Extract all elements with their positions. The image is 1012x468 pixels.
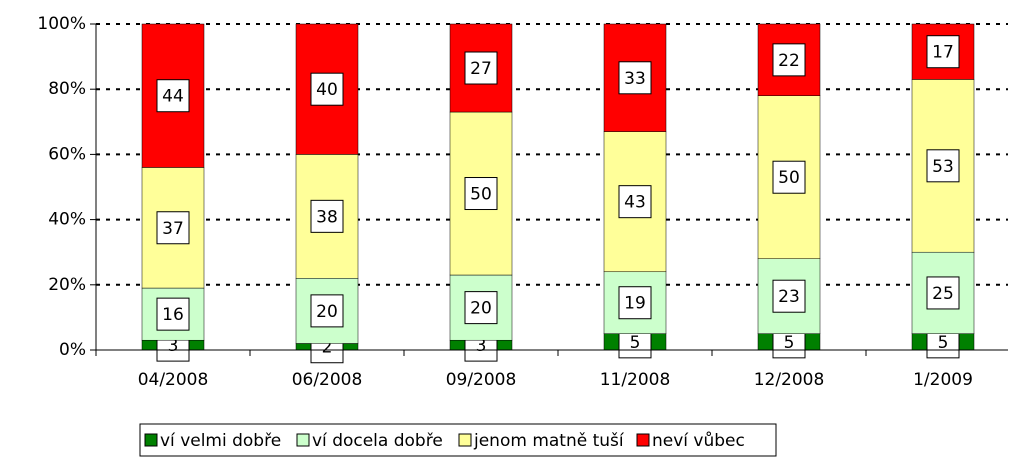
value-label: 2 bbox=[322, 338, 333, 358]
value-label: 5 bbox=[938, 333, 949, 353]
value-label-box bbox=[310, 294, 344, 328]
y-tick-label: 0% bbox=[59, 340, 86, 360]
legend-swatch bbox=[144, 433, 158, 447]
value-label: 3 bbox=[168, 336, 179, 356]
value-label: 44 bbox=[162, 87, 184, 107]
value-label: 3 bbox=[476, 336, 487, 356]
value-label-box bbox=[156, 79, 190, 113]
y-tick-label: 80% bbox=[48, 79, 86, 99]
value-label: 37 bbox=[162, 219, 184, 239]
value-label-box bbox=[618, 185, 652, 219]
x-tick-label: 06/2008 bbox=[292, 370, 363, 390]
x-tick-label: 1/2009 bbox=[913, 370, 973, 390]
legend-label: jenom matně tuší bbox=[473, 431, 625, 451]
value-label-box bbox=[772, 160, 806, 194]
value-label: 27 bbox=[470, 59, 492, 79]
x-tick-label: 09/2008 bbox=[446, 370, 517, 390]
legend-label: neví vůbec bbox=[652, 431, 745, 451]
value-label: 50 bbox=[778, 168, 800, 188]
value-label: 53 bbox=[932, 157, 954, 177]
value-label: 5 bbox=[784, 333, 795, 353]
value-label: 50 bbox=[470, 185, 492, 205]
value-label-box bbox=[618, 61, 652, 95]
value-label-box bbox=[464, 177, 498, 211]
value-label-box bbox=[156, 211, 190, 245]
legend-swatch bbox=[296, 433, 310, 447]
x-tick-label: 11/2008 bbox=[600, 370, 671, 390]
legend-label: ví velmi dobře bbox=[160, 431, 281, 451]
x-tick-label: 04/2008 bbox=[138, 370, 209, 390]
value-label: 23 bbox=[778, 287, 800, 307]
y-tick-label: 60% bbox=[48, 144, 86, 164]
value-label-box bbox=[926, 149, 960, 183]
value-label-box bbox=[464, 291, 498, 325]
value-label-box bbox=[772, 43, 806, 77]
value-label-box bbox=[618, 286, 652, 320]
legend-swatch bbox=[636, 433, 650, 447]
value-label: 43 bbox=[624, 193, 646, 213]
legend-label: ví docela dobře bbox=[312, 431, 443, 451]
value-label-box bbox=[310, 199, 344, 233]
value-label: 25 bbox=[932, 284, 954, 304]
value-label-box bbox=[926, 35, 960, 69]
value-label-box bbox=[464, 51, 498, 85]
legend-swatch bbox=[458, 433, 472, 447]
value-label: 20 bbox=[316, 302, 338, 322]
value-label-box bbox=[156, 297, 190, 331]
value-label: 38 bbox=[316, 207, 338, 227]
y-tick-label: 100% bbox=[37, 14, 86, 34]
value-label-box bbox=[772, 279, 806, 313]
value-label: 16 bbox=[162, 305, 184, 325]
value-label: 40 bbox=[316, 80, 338, 100]
y-tick-label: 40% bbox=[48, 210, 86, 230]
value-label-box bbox=[926, 276, 960, 310]
legend-box bbox=[139, 423, 777, 457]
y-tick-label: 20% bbox=[48, 275, 86, 295]
value-label: 17 bbox=[932, 43, 954, 63]
value-label: 20 bbox=[470, 299, 492, 319]
value-label: 33 bbox=[624, 69, 646, 89]
value-label-box bbox=[310, 72, 344, 106]
x-tick-label: 12/2008 bbox=[754, 370, 825, 390]
value-label: 5 bbox=[630, 333, 641, 353]
value-label: 19 bbox=[624, 294, 646, 314]
value-label: 22 bbox=[778, 51, 800, 71]
